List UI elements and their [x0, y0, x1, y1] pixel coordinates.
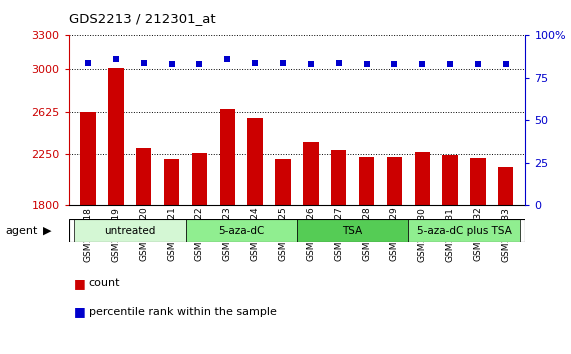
- Bar: [136, 148, 151, 205]
- Text: untreated: untreated: [104, 226, 155, 236]
- Point: [195, 62, 204, 67]
- Text: 5-aza-dC: 5-aza-dC: [218, 226, 264, 236]
- Point: [418, 62, 427, 67]
- Bar: [81, 112, 96, 205]
- Text: GDS2213 / 212301_at: GDS2213 / 212301_at: [69, 12, 215, 25]
- Text: ■: ■: [74, 277, 86, 290]
- Point: [473, 62, 482, 67]
- Point: [251, 60, 260, 65]
- Bar: [415, 152, 430, 205]
- Point: [362, 62, 371, 67]
- Bar: [192, 153, 207, 205]
- Bar: [186, 219, 297, 242]
- Bar: [331, 150, 347, 205]
- Bar: [164, 159, 179, 205]
- Text: 5-aza-dC plus TSA: 5-aza-dC plus TSA: [417, 226, 512, 236]
- Bar: [303, 142, 319, 205]
- Point: [139, 60, 148, 65]
- Point: [445, 62, 455, 67]
- Point: [223, 56, 232, 62]
- Bar: [408, 219, 520, 242]
- Point: [390, 62, 399, 67]
- Bar: [471, 158, 485, 205]
- Bar: [74, 219, 186, 242]
- Bar: [247, 118, 263, 205]
- Point: [111, 56, 120, 62]
- Text: percentile rank within the sample: percentile rank within the sample: [89, 307, 276, 316]
- Bar: [108, 68, 123, 205]
- Point: [83, 60, 93, 65]
- Bar: [443, 155, 458, 205]
- Point: [334, 60, 343, 65]
- Text: ▶: ▶: [43, 226, 51, 236]
- Text: ■: ■: [74, 305, 86, 318]
- Bar: [498, 167, 513, 205]
- Bar: [387, 156, 402, 205]
- Bar: [220, 109, 235, 205]
- Text: count: count: [89, 278, 120, 288]
- Point: [167, 62, 176, 67]
- Bar: [275, 159, 291, 205]
- Text: TSA: TSA: [343, 226, 363, 236]
- Bar: [297, 219, 408, 242]
- Point: [279, 60, 288, 65]
- Point: [306, 62, 315, 67]
- Bar: [359, 156, 374, 205]
- Text: agent: agent: [6, 226, 38, 236]
- Point: [501, 62, 510, 67]
